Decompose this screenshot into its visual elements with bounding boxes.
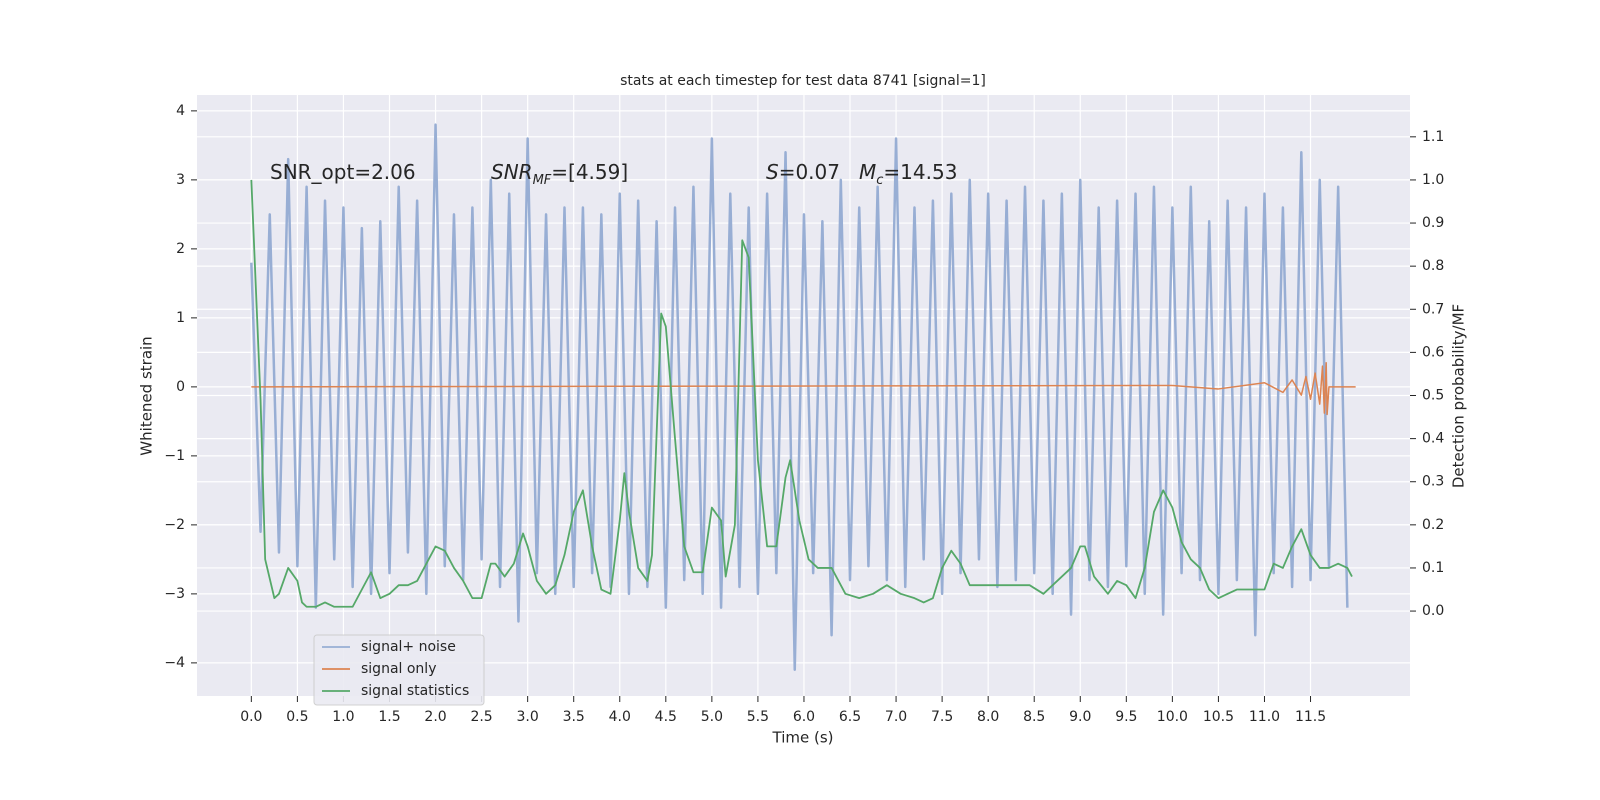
annotation-part: c (876, 173, 883, 188)
x-axis-label: Time (s) (772, 729, 834, 747)
legend-label: signal statistics (361, 683, 469, 699)
legend-label: signal only (361, 661, 436, 677)
y2-tick-label: 0.8 (1422, 258, 1444, 274)
y-axis-label: Whitened strain (138, 336, 156, 455)
y2-tick-label: 0.1 (1422, 560, 1444, 576)
legend-label: signal+ noise (361, 639, 456, 655)
x-tick-label: 7.0 (885, 709, 907, 725)
x-tick-label: 0.5 (286, 709, 308, 725)
grid (191, 95, 1416, 702)
x-tick-label: 7.5 (931, 709, 953, 725)
y2-tick-label: 1.1 (1422, 129, 1444, 145)
y-tick-label: 2 (176, 241, 185, 257)
annotation-part: S (766, 160, 779, 184)
labels: stats at each timestep for test data 874… (138, 73, 1468, 747)
marks (250, 123, 1356, 672)
annotation: Mc=14.53 (859, 160, 957, 189)
series-line (250, 123, 1349, 672)
x-tick-label: 1.5 (378, 709, 400, 725)
annotation-part: =[4.59] (551, 160, 628, 184)
x-tick-label: 6.5 (839, 709, 861, 725)
y2-tick-label: 0.0 (1422, 603, 1444, 619)
x-tick-label: 10.5 (1203, 709, 1234, 725)
y2-tick-label: 0.7 (1422, 301, 1444, 317)
y-tick-label: −2 (164, 517, 185, 533)
x-tick-label: 8.5 (1023, 709, 1045, 725)
x-tick-label: 8.0 (977, 709, 999, 725)
y-tick-label: −3 (164, 586, 185, 602)
annotation: S=0.07 (766, 160, 840, 184)
legend-box (313, 634, 485, 706)
annotation-part: SNR (491, 160, 533, 184)
x-tick-label: 9.5 (1115, 709, 1137, 725)
y-tick-label: 0 (176, 379, 185, 395)
y-tick-label: −1 (164, 448, 185, 464)
annotation-part: =0.07 (779, 160, 840, 184)
x-tick-label: 3.5 (563, 709, 585, 725)
y2-tick-label: 0.4 (1422, 431, 1444, 447)
annotation: SNRMF=[4.59] (491, 160, 628, 189)
y2-tick-label: 0.5 (1422, 388, 1444, 404)
y-tick-label: −4 (164, 655, 185, 671)
annotation-part: MF (533, 173, 552, 188)
x-tick-label: 11.0 (1249, 709, 1280, 725)
series-line (251, 361, 1356, 416)
y-tick-label: 4 (176, 103, 185, 119)
annotation-part: =14.53 (883, 160, 957, 184)
series-line (250, 179, 1353, 608)
y2-tick-label: 0.6 (1422, 344, 1444, 360)
y2-tick-label: 0.2 (1422, 517, 1444, 533)
y-tick-label: 3 (176, 172, 185, 188)
x-tick-label: 11.5 (1295, 709, 1326, 725)
chart-title: stats at each timestep for test data 874… (620, 73, 986, 89)
x-tick-label: 5.5 (747, 709, 769, 725)
x-tick-label: 5.0 (701, 709, 723, 725)
x-tick-label: 0.0 (240, 709, 262, 725)
x-tick-label: 2.5 (470, 709, 492, 725)
x-tick-label: 6.0 (793, 709, 815, 725)
x-tick-label: 4.0 (609, 709, 631, 725)
y-tick-label: 1 (176, 310, 185, 326)
x-tick-label: 9.0 (1069, 709, 1091, 725)
y2-tick-label: 0.3 (1422, 474, 1444, 490)
annotation-part: M (859, 160, 876, 184)
x-tick-label: 3.0 (517, 709, 539, 725)
legend: signal+ noise signal only signal statistic… (313, 634, 485, 706)
y2-axis-label: Detection probability/MF (1450, 304, 1468, 488)
x-tick-label: 10.0 (1157, 709, 1188, 725)
y2-tick-label: 0.9 (1422, 215, 1444, 231)
annotation: SNR_opt=2.06 (270, 160, 416, 184)
y2-tick-label: 1.0 (1422, 172, 1444, 188)
x-tick-label: 4.5 (655, 709, 677, 725)
annotation-part: SNR_opt=2.06 (270, 160, 416, 184)
x-tick-label: 1.0 (332, 709, 354, 725)
x-tick-label: 2.0 (424, 709, 446, 725)
